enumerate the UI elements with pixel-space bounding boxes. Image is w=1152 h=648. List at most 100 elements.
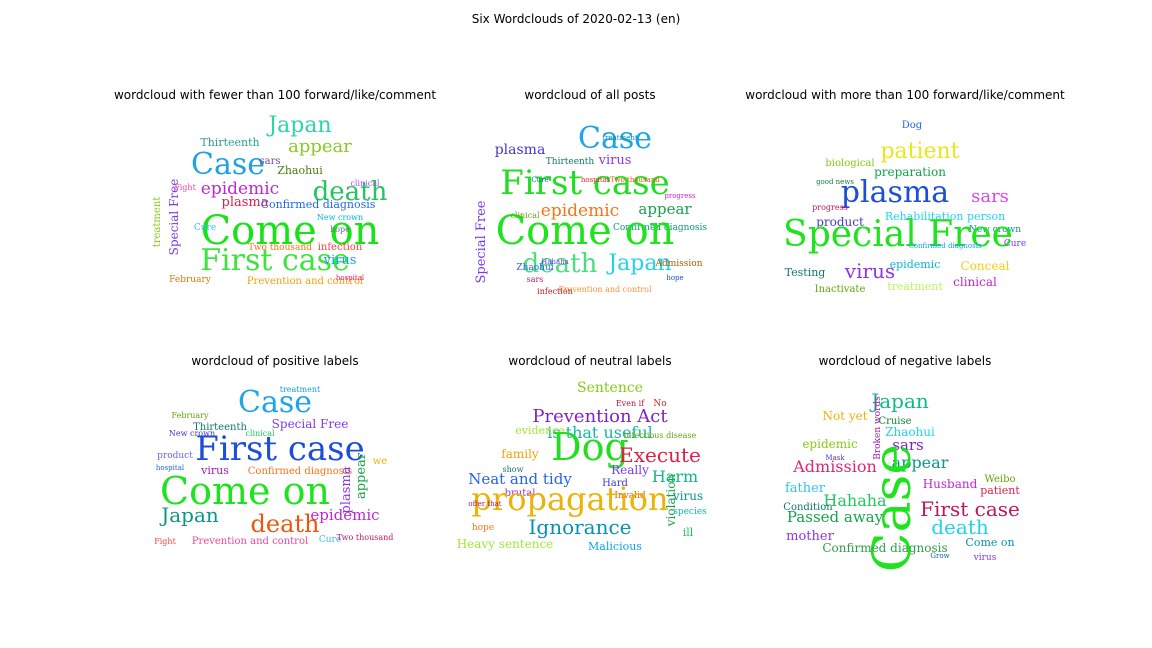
cloud-word: New crown (317, 213, 363, 222)
cloud-word: Japan (159, 503, 219, 527)
cloud-word: Zhaohui (516, 263, 553, 273)
cloud-word: father (785, 481, 826, 496)
cloud-word: product (157, 451, 193, 461)
cloud-word: treatment (152, 197, 163, 248)
cloud-word: Two thousand (610, 176, 660, 184)
cloud-word: Grow (930, 552, 949, 560)
panel-title: wordcloud of neutral labels (508, 354, 672, 368)
cloud-word: virus (973, 553, 997, 563)
cloud-word: Zhaohui (885, 425, 935, 439)
cloud-word: patient (880, 139, 959, 164)
cloud-word: Hahaha (823, 491, 887, 510)
cloud-word: epidemic (541, 201, 619, 221)
cloud-word: death (251, 510, 320, 538)
cloud-word: Prevention and control (247, 276, 363, 287)
cloud-word: Really (611, 463, 649, 477)
cloud-word: Confirmed diagnosis (248, 466, 352, 477)
cloud-word: death (523, 249, 598, 279)
panel-title: wordcloud with more than 100 forward/lik… (745, 88, 1065, 102)
cloud-word: Inactivate (815, 284, 866, 295)
cloud-word: Dog (902, 120, 923, 131)
panel-title: wordcloud of negative labels (818, 354, 992, 368)
cloud-word: clinical (245, 429, 275, 438)
cloud-word: Thirteenth (200, 136, 259, 149)
cloud-word: Case (191, 147, 265, 182)
cloud-word: infection (537, 287, 573, 296)
cloud-word: offer that (468, 500, 501, 508)
cloud-word: mother (786, 529, 834, 544)
cloud-word: treatment (602, 134, 638, 142)
cloud-word: Thirteenth (193, 422, 247, 433)
cloud-word: Mask (825, 454, 845, 462)
cloud-word: Ignorance (528, 515, 631, 539)
cloud-word: Invalid (614, 491, 646, 501)
cloud-word: Japan (606, 251, 671, 276)
cloud-word: propagation (471, 480, 668, 518)
cloud-word: Come on (160, 469, 330, 513)
cloud-word: Confirmed diagnosis (261, 198, 376, 211)
cloud-word: Heavy sentence (457, 537, 554, 551)
cloud-word: Passed away (787, 508, 884, 526)
cloud-word: violation (664, 474, 678, 528)
cloud-word: Zhaohui (277, 164, 323, 177)
cloud-word: sars (259, 156, 280, 167)
cloud-word: plasma (495, 142, 546, 158)
cloud-word: Rehabilitation person (885, 210, 1005, 223)
cloud-word: Case (238, 385, 312, 420)
cloud-word: epidemic (310, 506, 379, 524)
cloud-word: appear (638, 200, 692, 218)
cloud-word: virus (200, 464, 229, 477)
cloud-word: Husband (923, 477, 978, 491)
cloud-word: New crown (169, 429, 215, 438)
cloud-word: Japan (266, 113, 331, 138)
cloud-word: First case (500, 163, 670, 203)
cloud-word: virus (844, 259, 895, 283)
cloud-word: biological (825, 158, 874, 169)
panel-title: wordcloud of positive labels (191, 354, 359, 368)
cloud-word: is that useful (547, 423, 653, 442)
cloud-word: Cure (319, 535, 341, 545)
cloud-word: Prevention and control (558, 285, 652, 294)
cloud-word: Cruise (878, 416, 911, 427)
cloud-word: infectious disease (624, 431, 697, 440)
cloud-word: sars (527, 275, 544, 284)
cloud-word: Come on (965, 536, 1014, 549)
cloud-word: sars (892, 436, 924, 454)
cloud-word: Confirmed diagnosis (822, 541, 947, 555)
cloud-word: Sentence (577, 380, 643, 396)
cloud-word: good news (816, 178, 854, 186)
cloud-word: First case (195, 429, 365, 469)
cloud-word: Come on (496, 208, 675, 254)
cloud-word: Conceal (961, 259, 1010, 273)
cloud-word: brutal (505, 488, 536, 499)
cloud-word: virus (598, 153, 632, 168)
cloud-word: epidemic (201, 179, 279, 199)
cloud-word: Come on (201, 208, 380, 254)
cloud-word: Broken words (873, 396, 883, 460)
cloud-word: Special Free (272, 417, 349, 431)
cloud-word: progress (664, 192, 696, 200)
cloud-word: Testing (785, 266, 826, 279)
cloud-word: Japan (869, 389, 929, 413)
cloud-word: epidemic (802, 437, 858, 451)
wordcloud-panel-all-posts: wordcloud of all posts Case plasma Thirteen… (425, 88, 755, 296)
cloud-word: death (931, 515, 989, 539)
cloud-word: New crown (969, 225, 1021, 235)
figure-title: Six Wordclouds of 2020-02-13 (en) (471, 12, 681, 26)
cloud-word: show (503, 465, 524, 474)
cloud-word: hospital (581, 176, 610, 184)
cloud-word: Two thousand (248, 243, 312, 253)
cloud-word: infection (318, 242, 363, 253)
cloud-word: Special Free (474, 200, 489, 283)
cloud-word: Not yet (822, 409, 867, 423)
cloud-word: Hard (602, 478, 628, 489)
cloud-word: Case (578, 121, 652, 156)
cloud-word: death (313, 177, 388, 207)
cloud-word: sars (971, 186, 1009, 207)
cloud-word: treatment (887, 280, 943, 293)
cloud-word: Fight (154, 537, 176, 546)
cloud-word: clinical (350, 179, 380, 188)
wordcloud-panel-more-than-100: wordcloud with more than 100 forward/lik… (740, 88, 1070, 295)
